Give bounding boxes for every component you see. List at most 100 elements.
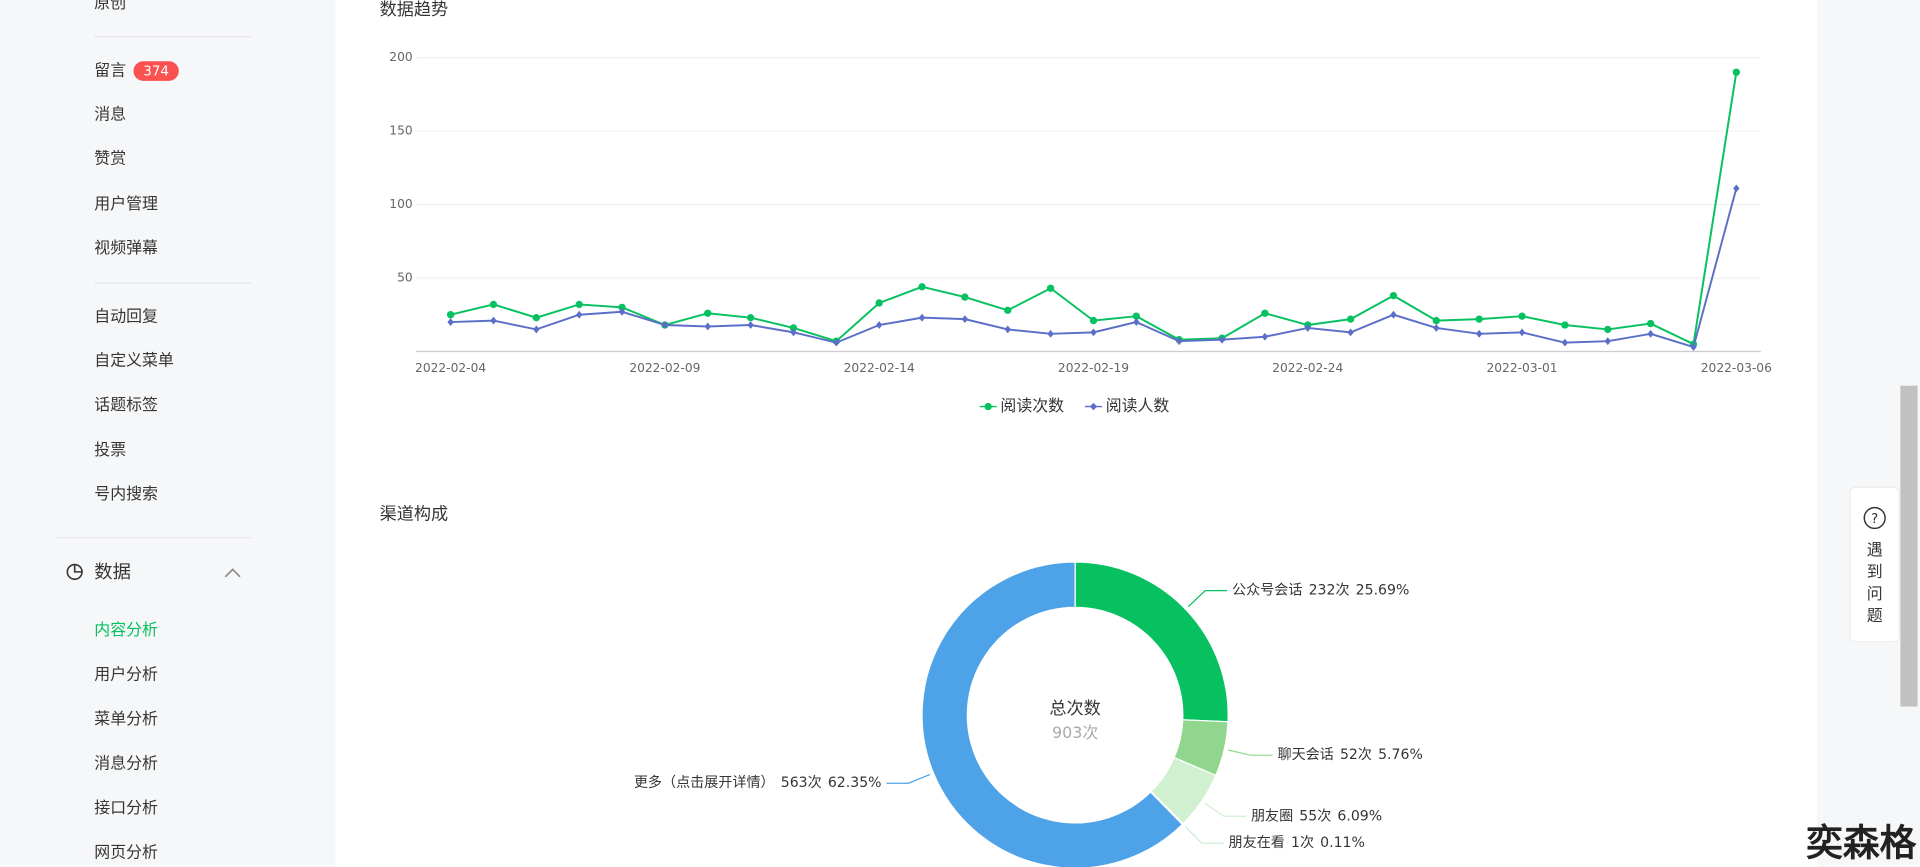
point (1647, 329, 1654, 338)
point (575, 300, 583, 309)
submenu-item[interactable]: 网页分析 (94, 842, 158, 861)
submenu-item[interactable]: 接口分析 (94, 798, 158, 817)
label-part: 朋友在看 (1229, 835, 1285, 851)
x-tick-label: 2022-02-24 (1272, 361, 1343, 375)
leader-line (1187, 590, 1228, 608)
menu-item[interactable]: 用户管理 (94, 194, 158, 213)
point (918, 283, 926, 291)
menu-item[interactable]: 视频弹幕 (94, 238, 158, 257)
slice (921, 561, 1184, 867)
x-tick-label: 2022-02-09 (629, 361, 700, 375)
point (1390, 310, 1397, 319)
svg-text:?: ? (1871, 512, 1878, 527)
y-tick-label: 200 (389, 50, 412, 64)
menu-item[interactable]: 原创 (94, 0, 126, 12)
slice-label: 朋友在看 1次 0.11% (1229, 835, 1365, 851)
point (1261, 332, 1269, 341)
label-part: 52次 (1340, 747, 1372, 763)
point (747, 321, 754, 329)
y-tick-label: 50 (397, 270, 413, 284)
x-tick-label: 2022-02-04 (415, 361, 486, 375)
point (875, 299, 883, 307)
label-part: 563次 (781, 775, 822, 791)
point (1561, 321, 1569, 329)
help-text[interactable]: 遇到问题 (1867, 539, 1883, 624)
point (876, 321, 883, 329)
legend-label[interactable]: 阅读次数 (1000, 396, 1064, 415)
menu-item[interactable]: 自定义菜单 (94, 351, 174, 370)
center-text: 903次 (1052, 723, 1098, 742)
label-part: 55次 (1299, 808, 1331, 824)
menu-item[interactable]: 投票 (94, 440, 126, 459)
watermark: 奕森格 (1806, 821, 1916, 864)
submenu-item[interactable]: 消息分析 (94, 753, 158, 772)
point (961, 293, 969, 301)
point (1476, 329, 1483, 338)
point (576, 310, 583, 319)
help-widget[interactable]: ? (1849, 486, 1900, 643)
point (490, 316, 497, 325)
point (1346, 315, 1355, 323)
x-tick-label: 2022-03-06 (1701, 361, 1772, 375)
point (446, 311, 455, 319)
point (704, 309, 712, 317)
center-title: 总次数 (1049, 699, 1100, 719)
x-tick-label: 2022-02-14 (844, 361, 915, 375)
section-title[interactable]: 数据 (94, 562, 131, 583)
legend-label[interactable]: 阅读人数 (1106, 396, 1170, 415)
chevron[interactable] (224, 568, 241, 578)
scrollbar[interactable] (1900, 385, 1918, 707)
point (1518, 312, 1526, 320)
point (1347, 328, 1354, 337)
point (704, 322, 711, 331)
point (1004, 306, 1012, 314)
label-part: 1次 (1291, 835, 1314, 851)
badge: 374 (143, 65, 169, 80)
submenu-item[interactable]: 菜单分析 (94, 709, 158, 728)
point (618, 303, 626, 312)
label-part: 聊天会话 (1278, 747, 1334, 763)
data-icon (66, 563, 83, 581)
point (1561, 338, 1569, 347)
point (489, 300, 498, 309)
menu-item[interactable]: 赞赏 (94, 149, 126, 168)
submenu-item[interactable]: 用户分析 (94, 665, 158, 684)
point (618, 307, 626, 316)
legend-marker (1089, 402, 1098, 411)
point (1046, 284, 1055, 292)
menu-item[interactable]: 自动回复 (94, 307, 158, 326)
point (1518, 328, 1526, 337)
point (1732, 68, 1740, 76)
point (1604, 337, 1611, 346)
menu-item[interactable]: 号内搜索 (94, 484, 158, 503)
label-part: 5.76% (1378, 747, 1423, 763)
leader-line (1227, 749, 1273, 756)
label-part: 232次 (1309, 583, 1350, 599)
legend-marker (984, 402, 992, 411)
point (961, 315, 969, 324)
menu-item[interactable]: 话题标签 (94, 395, 158, 414)
point (447, 318, 454, 326)
label-part: 公众号会话 (1232, 583, 1302, 599)
point (1646, 319, 1655, 328)
point (533, 325, 540, 334)
label-part: 0.11% (1320, 835, 1365, 851)
series-line (450, 72, 1738, 346)
leader-line (1184, 826, 1224, 844)
label-part: 62.35% (828, 775, 882, 791)
label-part: 更多（点击展开详情） (634, 774, 775, 791)
slice-label: 公众号会话 232次 25.69% (1232, 583, 1409, 599)
chart-title: 渠道构成 (380, 504, 449, 524)
slice-label: 聊天会话 52次 5.76% (1278, 747, 1423, 763)
point (1004, 325, 1011, 334)
label-part: 25.69% (1356, 583, 1410, 599)
x-tick-label: 2022-02-19 (1058, 361, 1129, 375)
menu-item[interactable]: 留言 (94, 61, 126, 80)
point (1733, 184, 1740, 193)
submenu-item[interactable]: 内容分析 (94, 620, 158, 639)
point (1132, 312, 1140, 320)
badge-bg (133, 61, 179, 81)
chart-title: 数据趋势 (380, 0, 449, 20)
menu-item[interactable]: 消息 (94, 105, 126, 124)
